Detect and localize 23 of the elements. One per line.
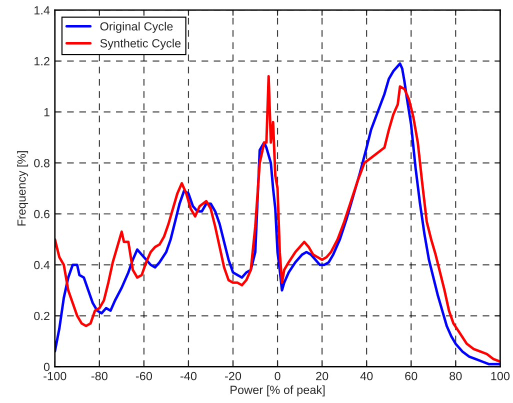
x-tick-label: -40 <box>180 372 197 380</box>
x-tick-label: -20 <box>225 372 242 380</box>
x-tick-label: -80 <box>91 372 108 380</box>
y-tick-label: 1.4 <box>34 6 50 14</box>
x-tick-label: -100 <box>44 372 66 380</box>
x-tick-label: 100 <box>491 372 510 380</box>
x-tick-label: 40 <box>360 372 373 380</box>
x-tick-label: -60 <box>136 372 152 380</box>
y-tick-label: 0 <box>44 362 50 372</box>
x-tick-label: 20 <box>316 372 328 380</box>
x-axis-title: Power [% of peak] <box>230 385 325 396</box>
y-tick-label: 0.2 <box>34 312 50 320</box>
x-tick-label: 0 <box>274 372 280 380</box>
legend-label: Original Cycle <box>100 22 173 33</box>
y-tick-label: 1 <box>44 108 50 116</box>
y-tick-label: 0.6 <box>34 210 50 218</box>
x-tick-label: 60 <box>405 372 418 380</box>
x-tick-label: 80 <box>450 372 462 380</box>
legend-label: Synthetic Cycle <box>100 38 181 50</box>
y-tick-label: 0.8 <box>34 158 50 168</box>
y-axis-title: Frequency [%] <box>17 151 28 226</box>
y-tick-label: 0.4 <box>34 260 50 270</box>
y-tick-label: 1.2 <box>34 57 50 66</box>
